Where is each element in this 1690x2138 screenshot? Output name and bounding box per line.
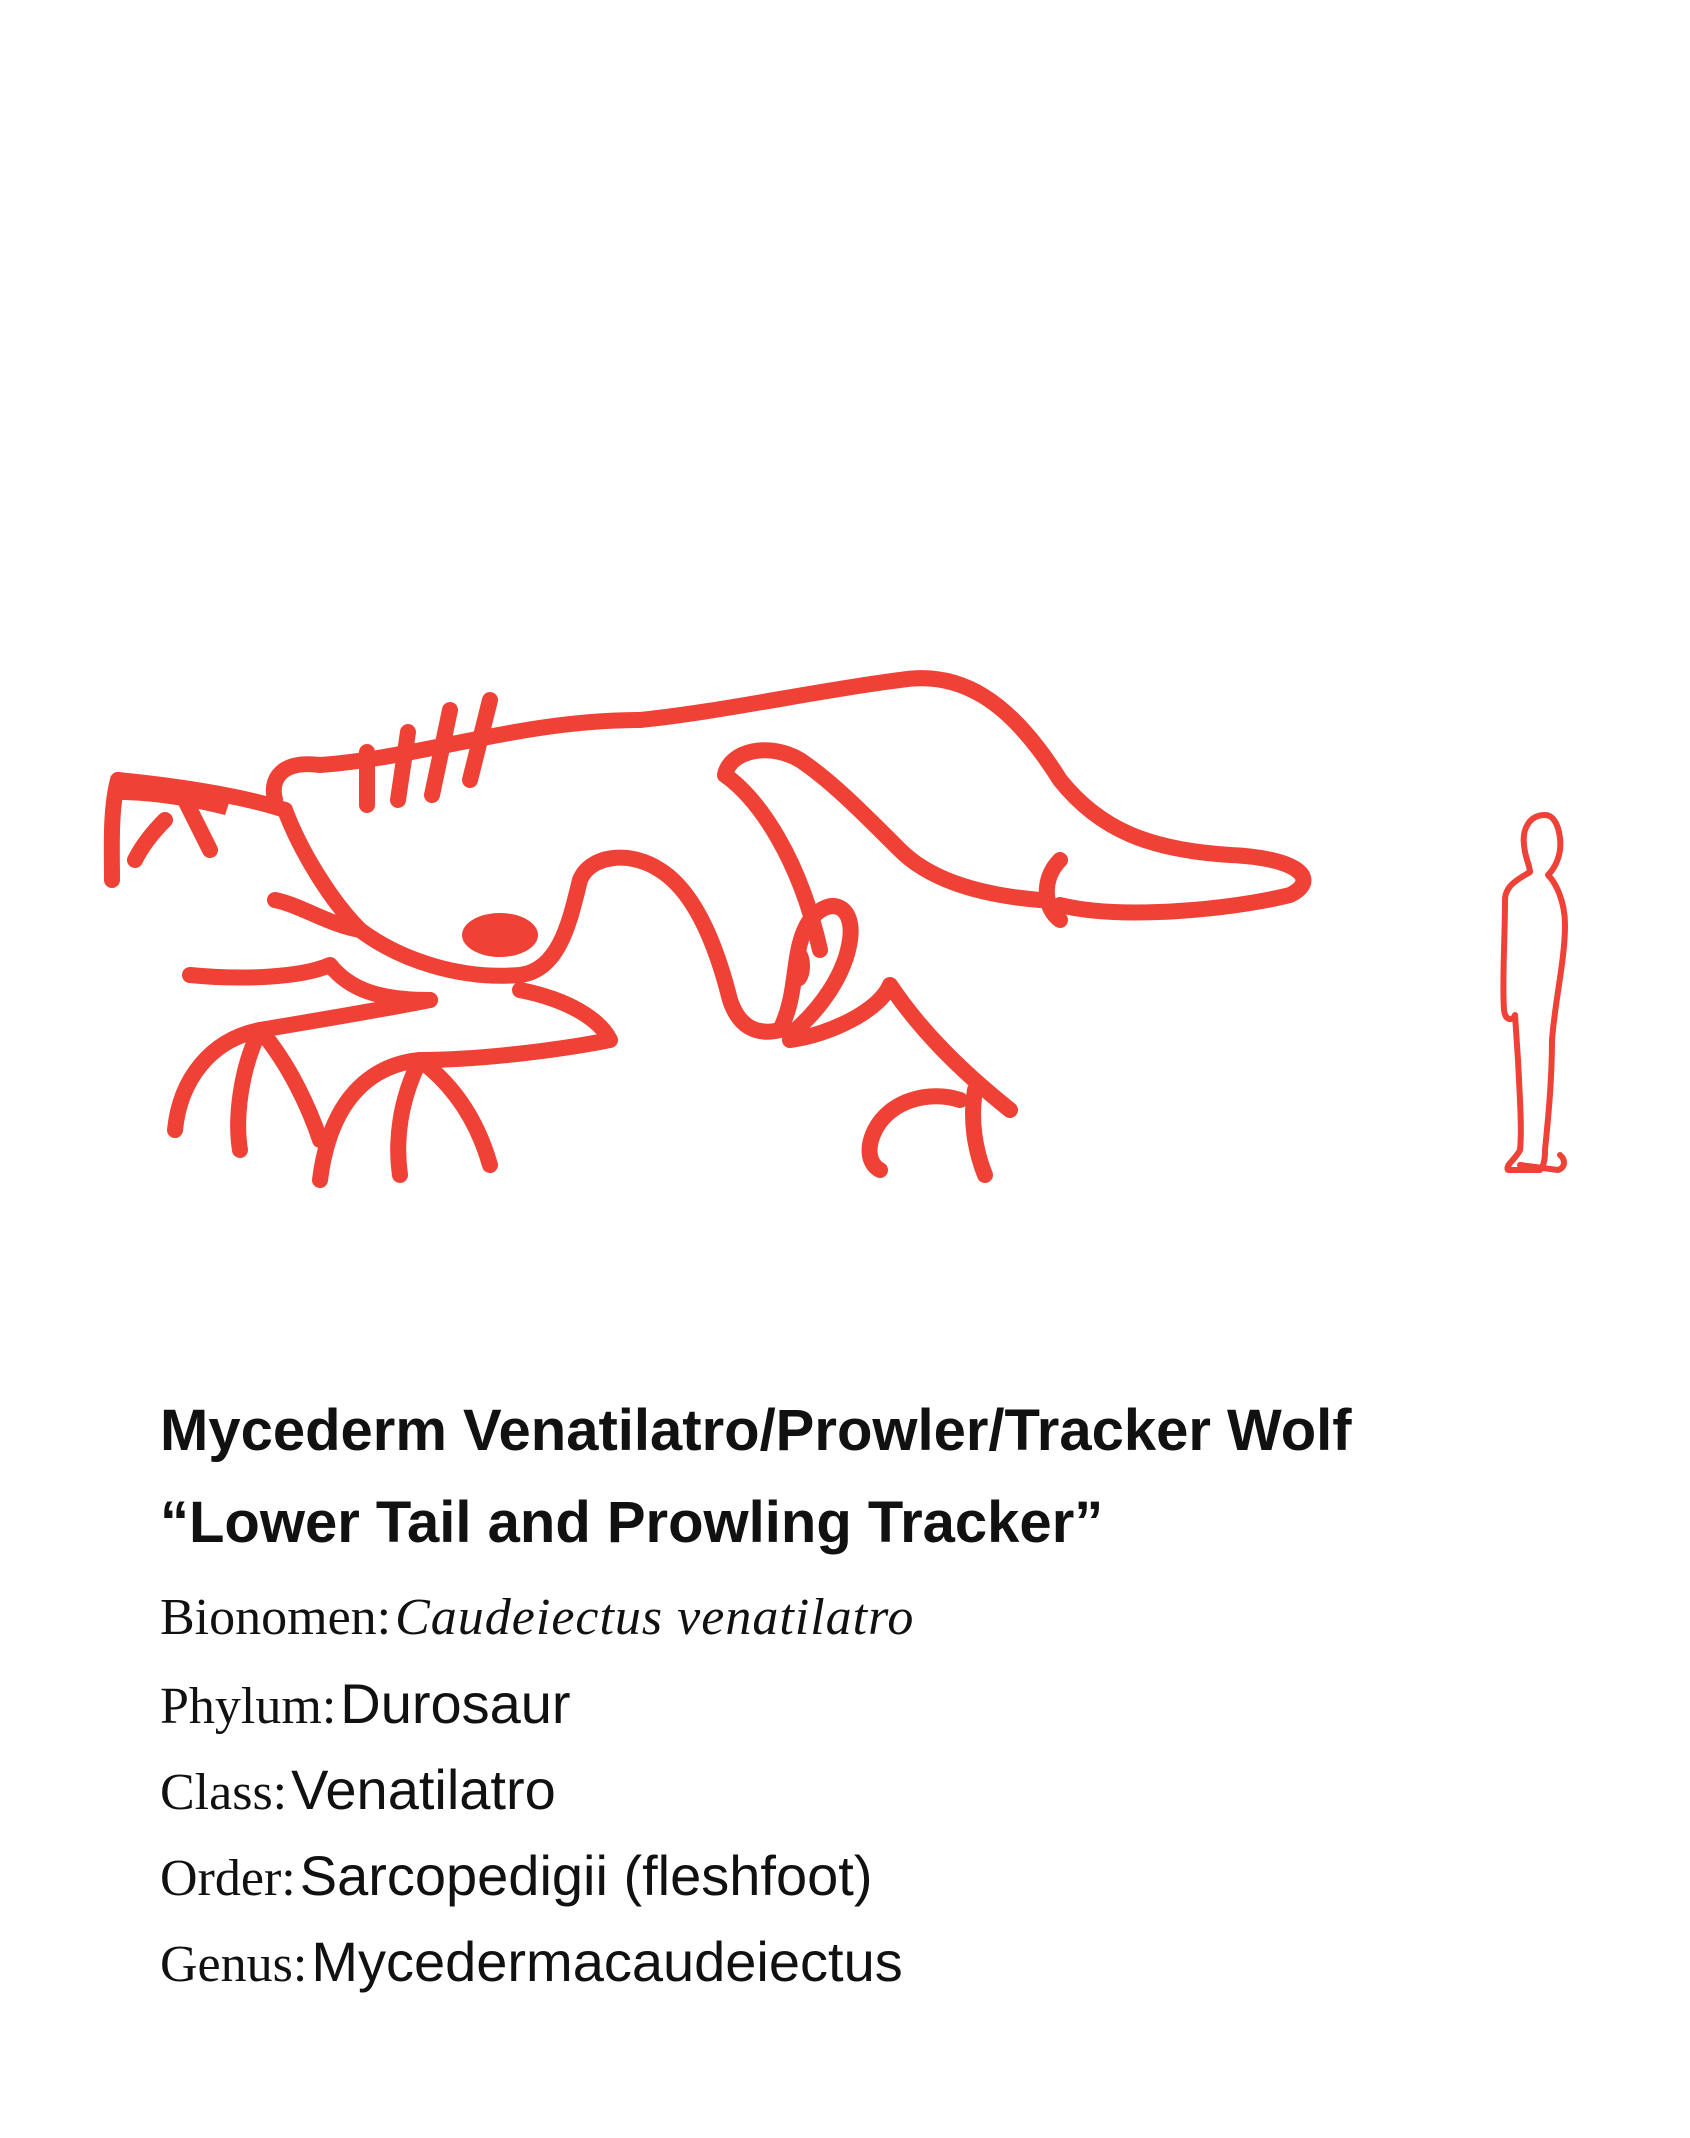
taxonomy-row-order: Order: Sarcopedigii (fleshfoot) [160,1833,1560,1919]
human-scale-figure [1500,812,1568,1173]
field-value: Venatilatro [291,1758,556,1821]
caption-block: Mycederm Venatilatro/Prowler/Tracker Wol… [160,1385,1560,2005]
illustration [103,670,1568,1188]
field-value: Mycedermacaudeiectus [311,1930,903,1993]
field-value: Caudeiectus venatilatro [395,1589,915,1646]
field-value: Sarcopedigii (fleshfoot) [299,1844,873,1907]
field-label: Order: [160,1850,296,1907]
field-value: Durosaur [340,1672,571,1735]
taxonomy-row-phylum: Phylum: Durosaur [160,1661,1560,1747]
field-label: Phylum: [160,1678,337,1735]
common-name-title: Mycederm Venatilatro/Prowler/Tracker Wol… [160,1398,1352,1463]
taxonomy-row-class: Class: Venatilatro [160,1747,1560,1833]
taxonomy-row-bionomen: Bionomen: Caudeiectus venatilatro [160,1575,1560,1661]
creature-fills [112,780,810,986]
creature-drawing [103,670,1312,1188]
taxonomy-list: Bionomen: Caudeiectus venatilatro Phylum… [160,1575,1560,2005]
nickname-subtitle: “Lower Tail and Prowling Tracker” [160,1490,1104,1555]
taxonomy-row-genus: Genus: Mycedermacaudeiectus [160,1919,1560,2005]
field-label: Class: [160,1764,288,1821]
field-label: Genus: [160,1936,308,1993]
field-label: Bionomen: [160,1589,392,1646]
creature-illustration [103,670,1568,1188]
